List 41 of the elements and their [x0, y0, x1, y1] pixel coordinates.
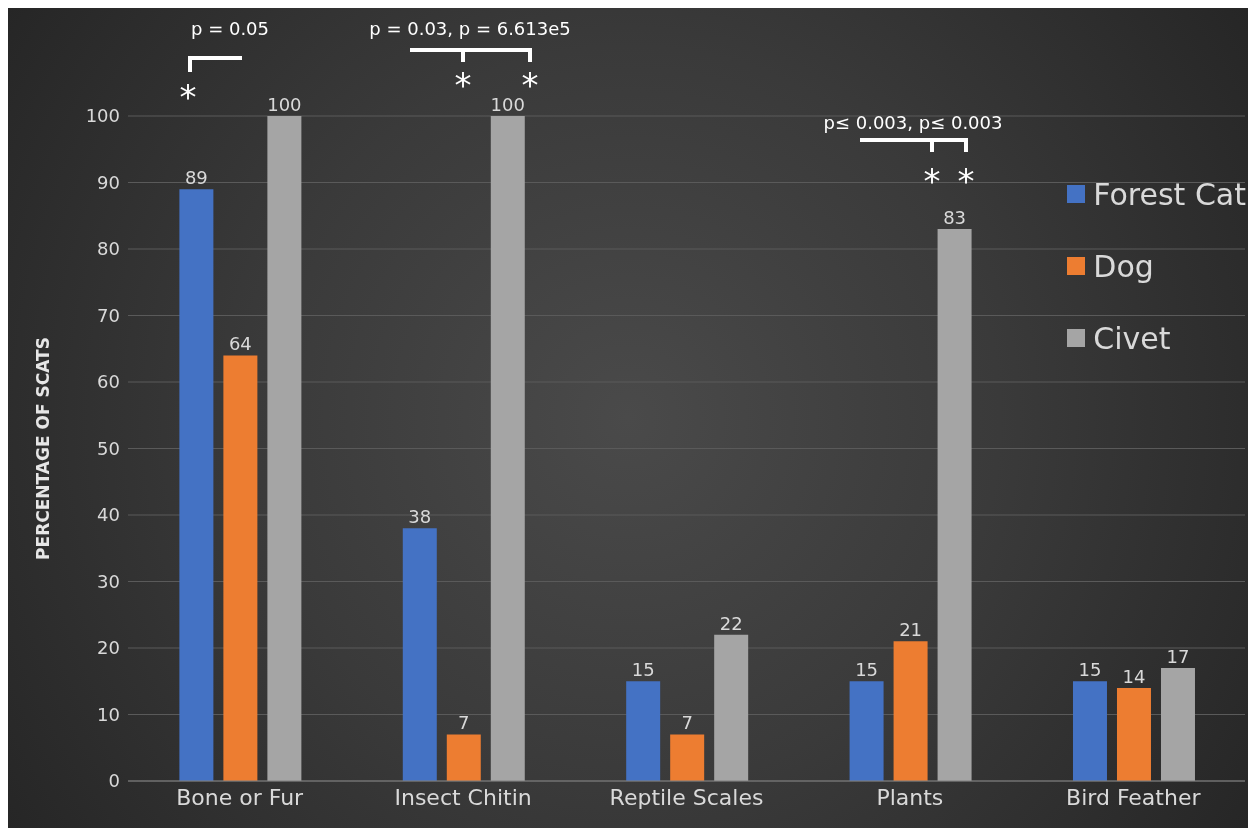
data-label: 17	[1166, 645, 1190, 667]
x-tick-label: Plants	[876, 784, 944, 810]
data-label: 15	[855, 659, 879, 681]
text: p = 0.05	[190, 18, 270, 39]
y-tick-label: 40	[97, 504, 120, 526]
y-tick-label: 90	[97, 171, 120, 193]
legend-label: Forest Cat	[1093, 176, 1246, 212]
text: *	[454, 65, 472, 105]
data-label: 21	[899, 619, 923, 641]
x-tick-label: Bird Feather	[1066, 784, 1202, 810]
annotation: *	[957, 161, 975, 201]
x-tick-label: Reptile Scales	[609, 784, 764, 810]
data-label: 89	[184, 167, 208, 189]
data-label: 7	[681, 712, 693, 734]
data-label: 7	[458, 712, 470, 734]
y-tick-label: 60	[97, 371, 120, 393]
data-label: 100	[267, 94, 302, 115]
data-label: 83	[943, 207, 967, 229]
data-label: 15	[631, 659, 655, 681]
y-tick-label: 20	[97, 637, 120, 659]
y-tick-label: 30	[97, 570, 120, 592]
y-tick-label: 100	[85, 105, 120, 127]
y-tick-label: 70	[97, 304, 120, 326]
y-tick-label: 10	[97, 703, 120, 725]
y-tick-label: 50	[97, 437, 120, 459]
annotation: p≤ 0.003, p≤ 0.003	[823, 112, 1003, 133]
legend-label: Civet	[1093, 320, 1171, 356]
data-label: 22	[719, 612, 743, 634]
legend-label: Dog	[1093, 248, 1154, 284]
data-label: 38	[408, 506, 432, 528]
y-tick-label: 80	[97, 238, 120, 260]
annotation: *	[923, 161, 941, 201]
data-label: 64	[228, 333, 252, 355]
x-tick-label: Bone or Fur	[176, 784, 305, 810]
x-tick-label: Insect Chitin	[394, 784, 532, 810]
y-tick-label: 0	[108, 770, 120, 792]
y-axis-title: PERCENTAGE OF SCATS	[33, 337, 54, 560]
annotation: *	[179, 77, 197, 117]
text: p = 0.03, p = 6.613e5	[369, 18, 571, 39]
data-label: 15	[1078, 659, 1102, 681]
data-label: 14	[1122, 665, 1146, 687]
